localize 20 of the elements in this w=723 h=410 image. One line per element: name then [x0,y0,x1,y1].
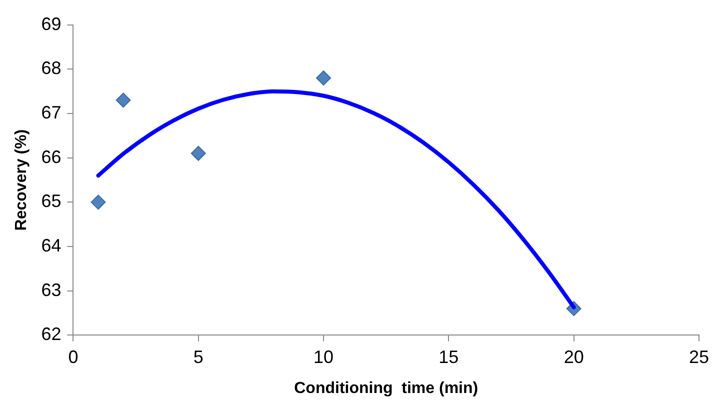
y-tick-label: 66 [41,146,62,167]
x-tick-label: 5 [193,346,204,367]
point [116,92,131,108]
y-tick-label: 63 [41,280,62,300]
y-axis-title: Recovery (%) [13,129,30,231]
point [90,194,106,210]
x-tick-label: 10 [314,346,334,367]
x-tick-label: 0 [68,346,78,367]
x-tick-label: 25 [688,346,710,367]
y-tick-label: 64 [41,235,62,256]
point [190,146,206,161]
y-tick-label: 65 [41,191,62,212]
x-tick-label: 15 [438,346,459,367]
y-tick-label: 68 [41,58,62,78]
x-tick-label: 20 [564,346,584,367]
point [316,70,332,86]
y-tick-label: 62 [41,324,62,344]
y-tick-label: 69 [41,14,62,34]
y-tick-label: 67 [41,102,62,122]
x-axis-title: Conditioning time (min) [294,380,478,397]
